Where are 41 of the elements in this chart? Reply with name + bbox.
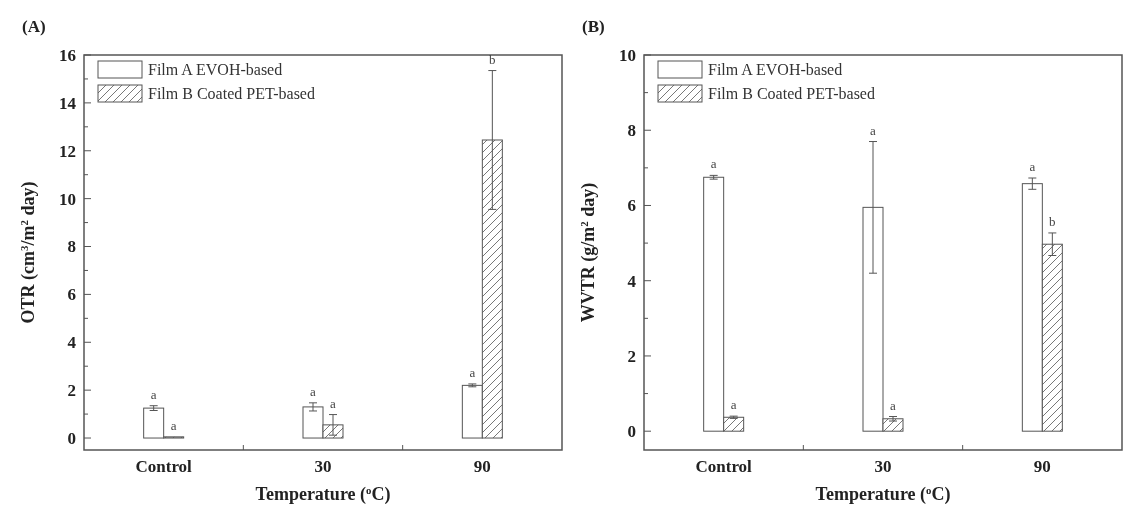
annotation: a (310, 383, 317, 399)
legend-label: Film B Coated PET-based (708, 85, 875, 102)
y-tick-label: 10 (59, 189, 76, 209)
legend-label: Film B Coated PET-based (148, 85, 315, 102)
x-axis-title: Temperature ($^{o}$C) (255, 484, 391, 505)
x-tick-label: Control (695, 457, 753, 476)
annotation: a (469, 364, 476, 380)
y-tick-label: 2 (67, 381, 76, 401)
annotation: a (330, 395, 337, 411)
y-tick-label: 14 (59, 93, 77, 113)
annotation: a (150, 386, 157, 402)
y-tick-label: 4 (67, 333, 77, 353)
y-tick-label: 0 (627, 422, 636, 442)
y-tick-label: 0 (67, 428, 76, 448)
annotation: a (1029, 159, 1036, 175)
y-tick-label: 8 (627, 121, 636, 141)
x-tick-label: 30 (874, 457, 892, 476)
annotation: a (170, 417, 177, 433)
y-tick-label: 6 (67, 285, 76, 305)
legend-label: Film A EVOH-based (148, 61, 283, 78)
x-axis-title: Temperature ($^{o}$C) (815, 484, 951, 505)
x-tick-label: 90 (1033, 457, 1051, 476)
chart-title: (A) (22, 17, 46, 36)
annotation: a (870, 122, 877, 138)
annotation: b (489, 51, 496, 67)
y-tick-label: 6 (627, 196, 636, 216)
chart-title: (B) (582, 17, 605, 36)
y-tick-label: 10 (619, 45, 636, 65)
annotation: a (890, 397, 897, 413)
y-tick-label: 16 (59, 45, 76, 65)
x-tick-label: 90 (473, 457, 491, 476)
x-tick-label: Control (135, 457, 193, 476)
y-tick-label: 2 (627, 346, 636, 366)
y-tick-label: 12 (59, 141, 76, 161)
annotation: b (1049, 213, 1056, 229)
x-tick-label: 30 (314, 457, 332, 476)
annotation: a (730, 397, 737, 413)
y-tick-label: 8 (67, 237, 76, 257)
y-tick-label: 4 (627, 271, 637, 291)
legend-label: Film A EVOH-based (708, 61, 843, 78)
annotation: a (710, 156, 717, 172)
